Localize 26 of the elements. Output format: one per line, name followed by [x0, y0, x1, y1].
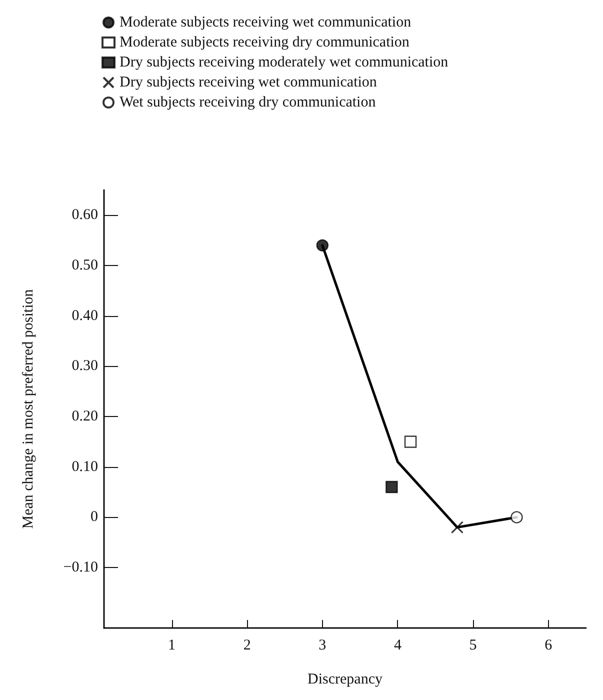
x-tick-label: 6 [544, 638, 553, 654]
y-tick-label: 0.10 [72, 458, 98, 475]
point [450, 521, 464, 534]
x-axis-title: Discrepancy [308, 672, 383, 688]
point [510, 511, 523, 524]
legend-label: Wet subjects receiving dry communication [120, 94, 376, 110]
legend-label: Moderate subjects receiving dry communication [120, 34, 410, 50]
y-tick-label: 0.40 [72, 308, 98, 324]
y-axis-title: Mean change in most preferred position [20, 288, 36, 529]
point [386, 480, 398, 494]
x-tick-label: 3 [318, 638, 326, 654]
y-tick-label: 0.20 [72, 408, 98, 425]
x-tick-label: 5 [469, 638, 477, 654]
point [316, 239, 329, 252]
legend-label: Dry subjects receiving wet communication [120, 74, 378, 90]
x-tick-label: 4 [394, 638, 402, 654]
legend-label: Moderate subjects receiving wet communication [120, 14, 412, 30]
x-tick-label: 1 [168, 638, 176, 654]
y-tick-label: −0.10 [63, 560, 98, 576]
x-tick-label: 2 [243, 638, 251, 654]
y-tick-label: 0.30 [72, 358, 98, 374]
point [404, 436, 417, 448]
y-tick-label: 0.60 [72, 207, 98, 224]
y-tick-label: 0.50 [72, 258, 98, 274]
y-tick-label: 0 [90, 509, 98, 526]
legend-label: Dry subjects receiving moderately wet communication [120, 54, 449, 70]
